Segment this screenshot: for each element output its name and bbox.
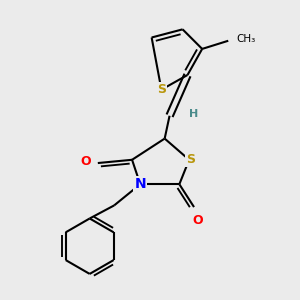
Text: O: O (80, 155, 91, 168)
Text: N: N (134, 177, 146, 191)
Text: S: S (186, 153, 195, 166)
Text: CH₃: CH₃ (236, 34, 256, 44)
Text: S: S (157, 83, 166, 96)
Text: H: H (189, 109, 199, 119)
Text: O: O (192, 214, 202, 226)
